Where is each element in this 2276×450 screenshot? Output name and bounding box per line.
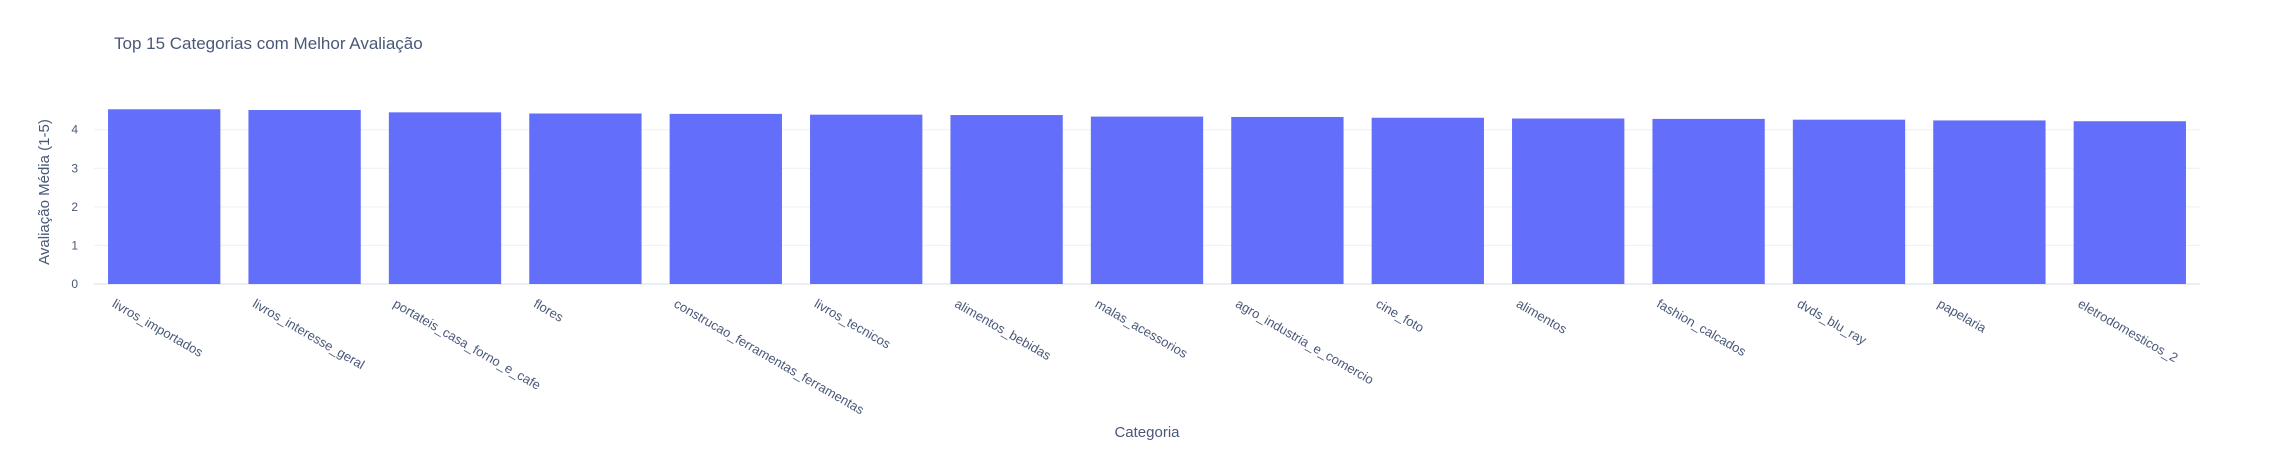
bar-cine_foto[interactable] xyxy=(1371,117,1484,284)
bar-portateis_casa_forno_e_cafe[interactable] xyxy=(388,112,502,285)
x-tick-label: dvds_blu_ray xyxy=(1795,296,1870,348)
x-tick-label: livros_tecnicos xyxy=(812,296,894,352)
x-axis-title: Categoria xyxy=(1114,424,1180,441)
y-tick-label: 0 xyxy=(71,277,78,291)
y-axis-title: Avaliação Média (1-5) xyxy=(36,119,53,265)
y-tick-label: 3 xyxy=(71,161,78,175)
x-tick-label: alimentos_bebidas xyxy=(952,296,1054,363)
x-tick-label: eletrodomesticos_2 xyxy=(2076,296,2181,365)
x-tick-label: agro_industria_e_comercio xyxy=(1233,296,1376,387)
bar-eletrodomesticos_2[interactable] xyxy=(2073,121,2186,284)
x-tick-label: alimentos xyxy=(1514,296,1570,337)
y-tick-label: 4 xyxy=(71,123,78,137)
bar-papelaria[interactable] xyxy=(1933,120,2046,284)
x-axis-ticks: livros_importados livros_interesse_geral p… xyxy=(110,296,2181,418)
bar-flores[interactable] xyxy=(529,113,642,285)
bar-livros_tecnicos[interactable] xyxy=(810,114,923,284)
bar-livros_interesse_geral[interactable] xyxy=(248,110,361,284)
y-tick-label: 2 xyxy=(71,200,78,214)
x-tick-label: portateis_casa_forno_e_cafe xyxy=(391,296,544,393)
bar-alimentos_bebidas[interactable] xyxy=(950,115,1063,284)
x-tick-label: papelaria xyxy=(1935,296,1989,336)
bar-malas_acessorios[interactable] xyxy=(1090,116,1204,284)
bars xyxy=(108,109,2186,285)
x-tick-label: livros_importados xyxy=(110,296,206,360)
bar-agro_industria_e_comercio[interactable] xyxy=(1231,116,1344,284)
x-tick-label: malas_acessorios xyxy=(1093,296,1191,361)
x-tick-label: fashion_calcados xyxy=(1654,296,1749,359)
x-tick-label: flores xyxy=(531,296,566,325)
bar-dvds_blu_ray[interactable] xyxy=(1792,119,1906,284)
bar-alimentos[interactable] xyxy=(1512,118,1625,285)
bar-construcao_ferramentas_ferramentas[interactable] xyxy=(669,113,782,284)
y-tick-label: 1 xyxy=(71,238,78,252)
y-axis-ticks: 0 1 2 3 4 xyxy=(71,123,78,291)
bar-fashion_calcados[interactable] xyxy=(1652,118,1765,285)
bar-livros_importados[interactable] xyxy=(108,109,221,284)
x-tick-label: cine_foto xyxy=(1374,296,1427,335)
x-tick-label: livros_interesse_geral xyxy=(250,296,367,372)
chart-title: Top 15 Categorias com Melhor Avaliação xyxy=(114,34,423,53)
